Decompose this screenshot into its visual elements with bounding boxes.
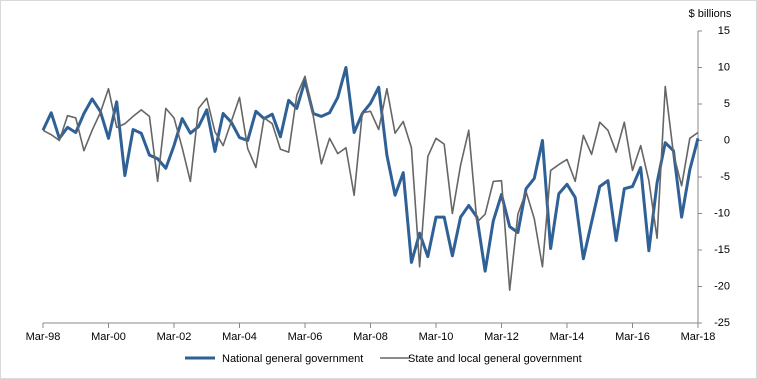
- y-axis-label: $ billions: [689, 8, 732, 20]
- y-tick-label: -15: [714, 244, 730, 256]
- y-tick-label: -5: [720, 171, 730, 183]
- y-tick-label: -10: [714, 207, 730, 219]
- legend-label: National general government: [222, 353, 363, 365]
- x-tick-label: Mar-02: [157, 331, 192, 343]
- x-tick-label: Mar-12: [484, 331, 519, 343]
- y-tick-label: -20: [714, 280, 730, 292]
- legend-label: State and local general government: [408, 353, 582, 365]
- y-tick-label: 15: [718, 25, 730, 37]
- x-tick-label: Mar-08: [353, 331, 388, 343]
- y-tick-label: 5: [724, 98, 730, 110]
- x-tick-label: Mar-14: [550, 331, 585, 343]
- x-tick-label: Mar-00: [91, 331, 126, 343]
- x-tick-label: Mar-04: [222, 331, 257, 343]
- y-tick-label: 10: [718, 61, 730, 73]
- x-tick-label: Mar-18: [681, 331, 716, 343]
- y-tick-label: 0: [724, 134, 730, 146]
- x-tick-label: Mar-10: [419, 331, 454, 343]
- x-tick-label: Mar-98: [26, 331, 61, 343]
- series-line: [42, 75, 699, 291]
- x-tick-label: Mar-16: [615, 331, 650, 343]
- x-tick-label: Mar-06: [288, 331, 323, 343]
- y-tick-label: -25: [714, 317, 730, 329]
- series-line: [41, 66, 700, 273]
